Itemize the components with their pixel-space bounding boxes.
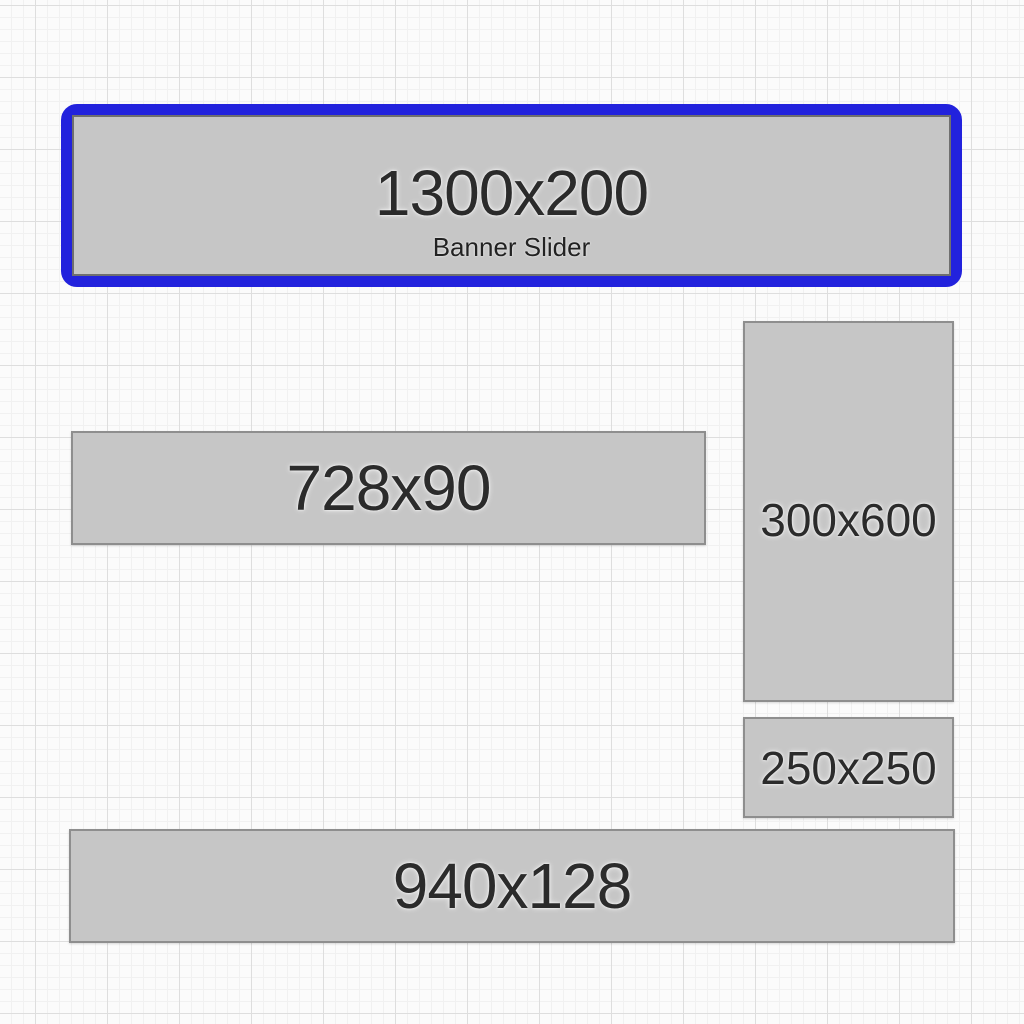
banner-940x128-label: 940x128: [392, 850, 633, 922]
highlight-frame-1300x200: 1300x200 Banner Slider: [61, 104, 962, 287]
banner-300x600-label: 300x600: [760, 493, 937, 546]
banner-1300x200-label: 1300x200: [374, 157, 649, 230]
banner-300x600: 300x600: [743, 321, 954, 702]
banner-728x90: 728x90: [71, 431, 706, 545]
banner-1300x200: 1300x200 Banner Slider: [72, 115, 951, 276]
banner-940x128: 940x128: [69, 829, 955, 943]
banner-250x250-label: 250x250: [760, 741, 937, 794]
banner-250x250: 250x250: [743, 717, 954, 818]
banner-728x90-label: 728x90: [286, 452, 492, 524]
banner-slider-sublabel: Banner Slider: [432, 232, 591, 263]
banner-1300x200-text-block: 1300x200 Banner Slider: [374, 157, 649, 263]
